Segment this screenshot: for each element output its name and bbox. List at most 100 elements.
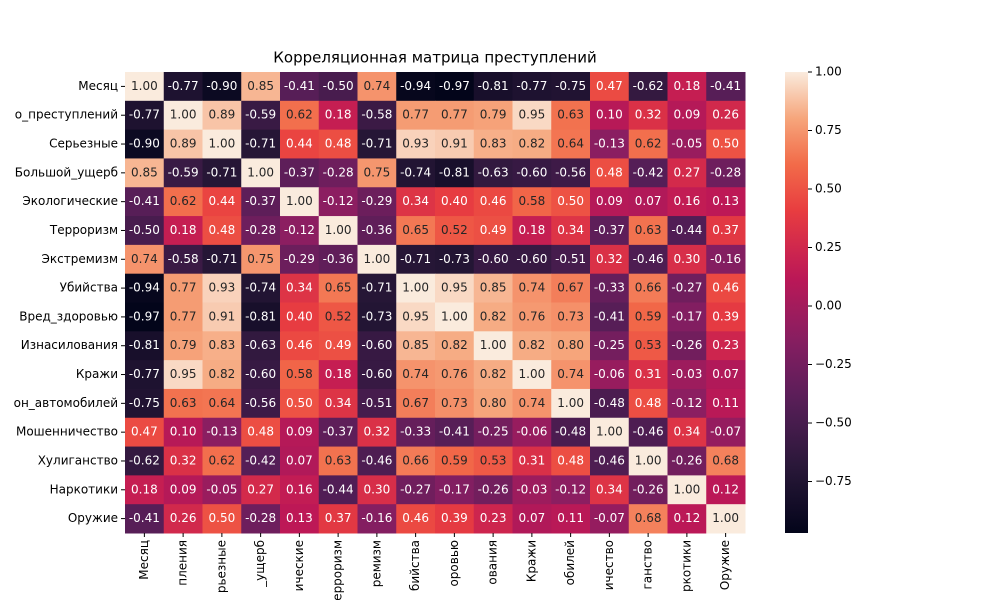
heatmap-cell	[706, 475, 746, 505]
heatmap-cell	[512, 475, 552, 505]
cell-label: 0.83	[209, 338, 236, 352]
heatmap-cell	[706, 244, 746, 275]
heatmap-cell	[357, 158, 397, 188]
cell-label: 0.83	[480, 137, 507, 151]
y-tick-label: Вред_здоровью	[19, 309, 118, 323]
cell-label: -0.56	[245, 396, 276, 410]
cell-label: -0.97	[129, 309, 160, 323]
cell-label: 0.75	[247, 252, 274, 266]
heatmap-cell	[706, 216, 746, 246]
y-tick-label: Хулиганство	[38, 453, 118, 467]
heatmap-cell	[357, 360, 397, 390]
cell-label: 0.46	[480, 194, 507, 208]
heatmap-cell	[628, 273, 668, 303]
heatmap-cell	[357, 331, 397, 361]
heatmap-cell	[396, 417, 436, 448]
cell-label: 0.32	[364, 425, 391, 439]
cell-label: 0.07	[712, 367, 739, 381]
heatmap-cell	[202, 244, 242, 275]
cell-label: 0.32	[635, 108, 662, 122]
heatmap-cell	[241, 72, 281, 102]
heatmap-cell	[551, 446, 591, 476]
heatmap-cell	[512, 158, 552, 188]
cell-label: -0.51	[361, 396, 392, 410]
cell-label: -0.27	[400, 482, 431, 496]
heatmap-cell	[357, 446, 397, 476]
heatmap-cell	[473, 244, 513, 275]
heatmap-cell	[512, 216, 552, 246]
cell-label: 1.00	[247, 165, 274, 179]
cell-label: 0.52	[325, 309, 352, 323]
cell-label: -0.71	[400, 252, 431, 266]
cell-label: 0.18	[325, 367, 352, 381]
cell-label: 0.13	[286, 511, 313, 525]
cell-label: -0.63	[245, 338, 276, 352]
cell-label: -0.60	[516, 165, 547, 179]
heatmap-cell	[163, 216, 203, 246]
cell-label: -0.60	[516, 252, 547, 266]
cell-label: 0.50	[557, 194, 584, 208]
heatmap-cell	[667, 446, 707, 476]
cell-label: -0.73	[439, 252, 470, 266]
cell-label: 0.48	[635, 396, 662, 410]
heatmap-cell	[435, 388, 475, 419]
heatmap-cell	[512, 302, 552, 332]
heatmap-cell	[551, 187, 591, 217]
cell-label: 0.65	[325, 281, 352, 295]
cell-label: 0.80	[557, 338, 584, 352]
colorbar-tick-label: 1.00	[815, 65, 842, 79]
heatmap-cell	[706, 187, 746, 217]
cell-label: 0.12	[674, 511, 701, 525]
cell-label: 1.00	[364, 252, 391, 266]
x-tick-label: бийства	[408, 540, 422, 591]
cell-label: 0.74	[519, 281, 546, 295]
cell-label: 0.89	[209, 108, 236, 122]
heatmap-cell	[280, 216, 320, 246]
colorbar-tick-label: −0.25	[815, 357, 852, 371]
cell-label: -0.17	[671, 309, 702, 323]
cell-label: -0.46	[633, 252, 664, 266]
heatmap-cell	[628, 187, 668, 217]
heatmap-cell	[280, 158, 320, 188]
cell-label: -0.12	[555, 482, 586, 496]
heatmap-cell	[202, 302, 242, 332]
heatmap-cell	[280, 475, 320, 505]
heatmap-cell	[628, 129, 668, 159]
cell-label: 0.18	[674, 79, 701, 93]
heatmap-cell	[590, 158, 630, 188]
x-tick-label: обилей	[563, 540, 577, 585]
cell-label: -0.13	[594, 137, 625, 151]
cell-label: -0.37	[323, 425, 354, 439]
cell-label: -0.56	[555, 165, 586, 179]
cell-label: -0.37	[245, 194, 276, 208]
cell-label: 0.48	[209, 223, 236, 237]
cell-label: -0.12	[323, 194, 354, 208]
cell-label: 1.00	[441, 309, 468, 323]
heatmap-cell	[241, 302, 281, 332]
heatmap-cell	[318, 187, 358, 217]
cell-label: -0.16	[361, 511, 392, 525]
heatmap-cell	[280, 100, 320, 131]
cell-label: -0.90	[206, 79, 237, 93]
heatmap-cell	[590, 475, 630, 505]
heatmap-cell	[396, 388, 436, 419]
x-tick-label: ичество	[602, 540, 616, 590]
cell-label: -0.71	[361, 281, 392, 295]
cell-label: 0.50	[286, 396, 313, 410]
cell-label: -0.77	[516, 79, 547, 93]
heatmap-cell	[473, 302, 513, 332]
heatmap-cell	[396, 504, 436, 534]
cell-label: -0.71	[206, 252, 237, 266]
heatmap-cell	[512, 100, 552, 131]
x-tick-label: оровью	[447, 540, 461, 587]
heatmap-cell	[512, 388, 552, 419]
cell-label: 0.76	[441, 367, 468, 381]
x-tick-label: ганство	[641, 540, 655, 590]
heatmap-cell	[396, 129, 436, 159]
cell-label: 0.07	[519, 511, 546, 525]
cell-label: 0.62	[170, 194, 197, 208]
heatmap-cell	[512, 504, 552, 534]
heatmap-cell	[318, 331, 358, 361]
heatmap-cell	[512, 273, 552, 303]
heatmap-cell	[163, 187, 203, 217]
